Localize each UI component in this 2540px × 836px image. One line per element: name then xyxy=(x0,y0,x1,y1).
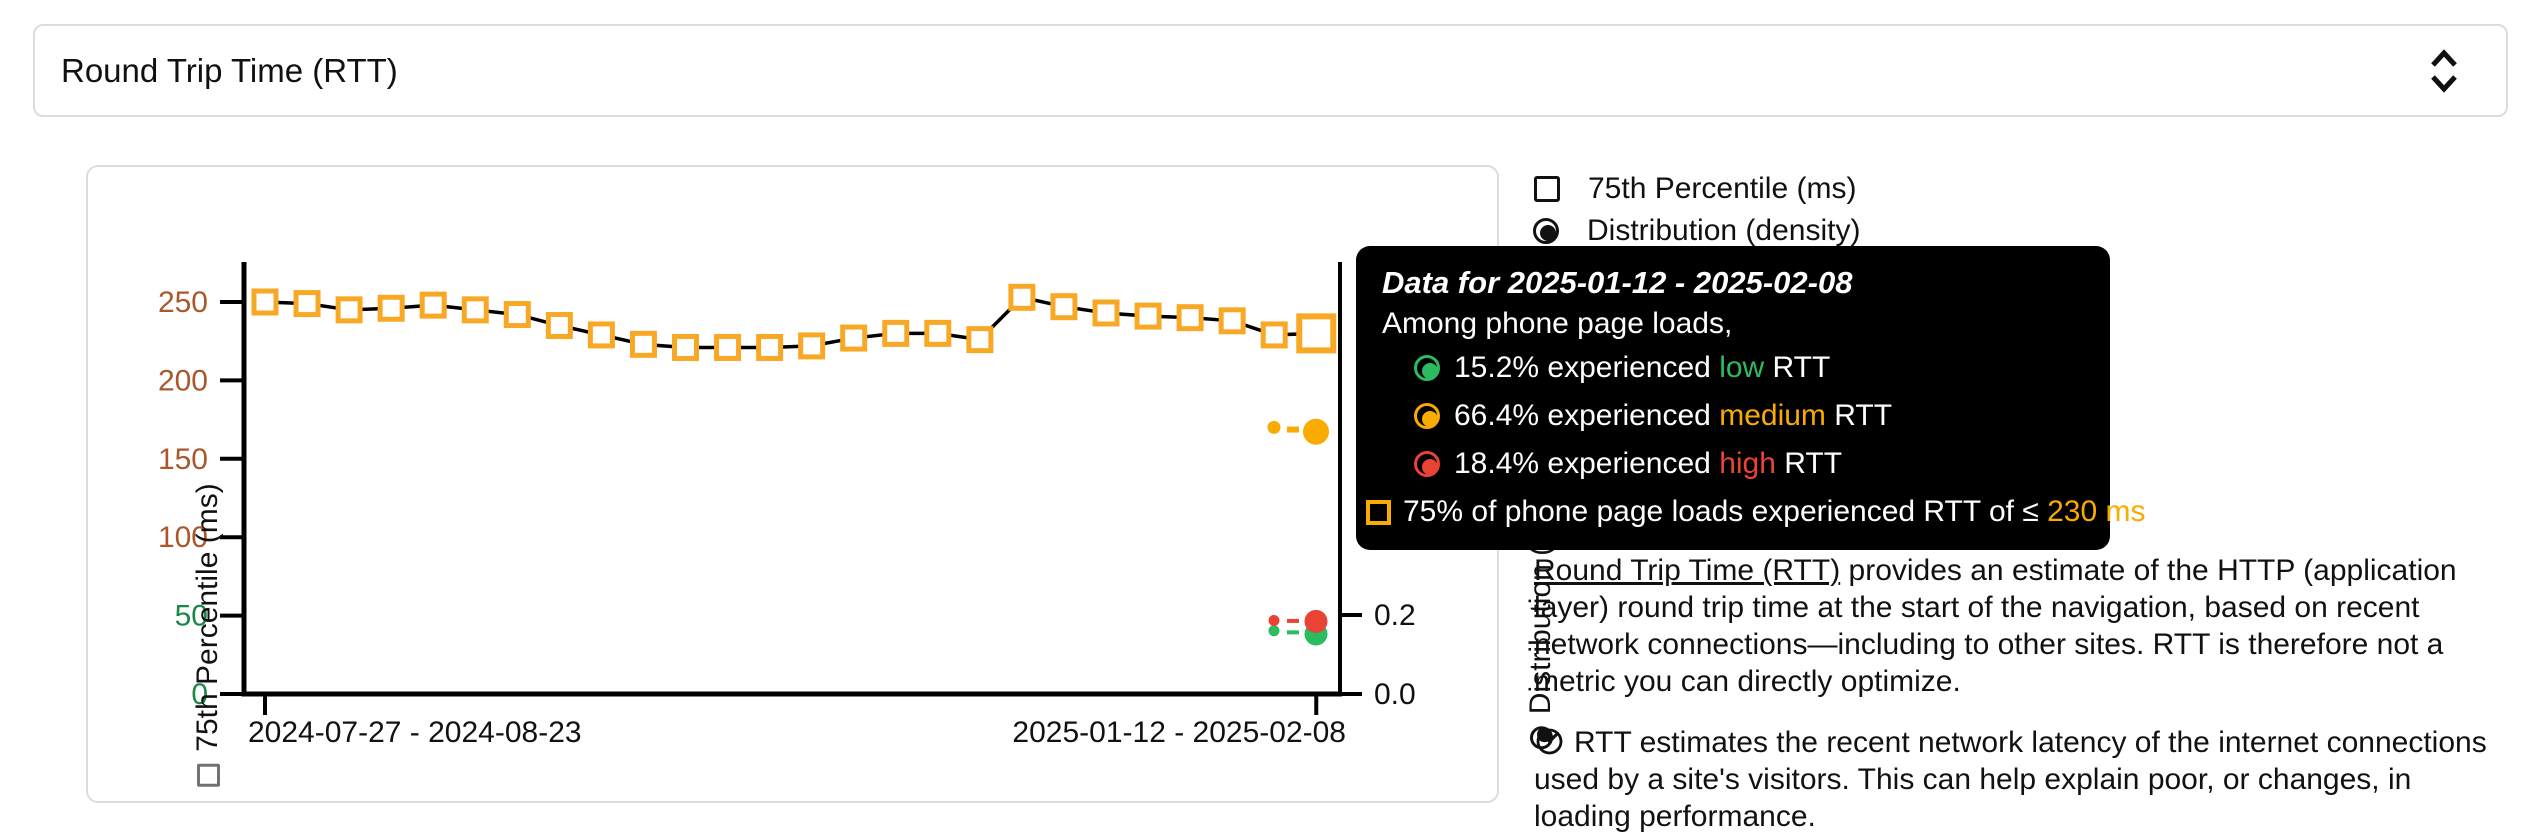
low-dot-icon xyxy=(1414,355,1440,381)
density-prev-dot-high[interactable] xyxy=(1268,615,1280,627)
data-point[interactable] xyxy=(503,301,531,329)
data-point[interactable] xyxy=(1134,302,1162,330)
data-point[interactable] xyxy=(966,326,994,354)
data-point[interactable] xyxy=(798,332,826,360)
data-point[interactable] xyxy=(545,312,573,340)
percentile-checkbox[interactable] xyxy=(1534,176,1560,202)
chart-card: 0 50 100 150 200 250 0.0 0.2 75th Percentile (m… xyxy=(86,165,1557,803)
y-tick-label: 250 xyxy=(158,286,208,319)
tooltip-row-low: 15.2% experienced low RTT xyxy=(1382,344,2084,392)
y-tick-label: 0 xyxy=(191,678,208,711)
y-tick-label: 150 xyxy=(158,443,208,476)
checkbox-glyph-icon xyxy=(196,763,220,787)
data-point[interactable] xyxy=(251,288,279,316)
tooltip-row-percentile: 75% of phone page loads experienced RTT … xyxy=(1366,488,2146,536)
rtt-doc-link[interactable]: Round Trip Time (RTT) xyxy=(1534,554,1841,587)
data-point[interactable] xyxy=(1050,293,1078,321)
data-point[interactable] xyxy=(293,290,321,318)
legend-item-75th-percentile[interactable]: 75th Percentile (ms) xyxy=(1534,168,1860,210)
description-paragraph-2: RTT estimates the recent network latency… xyxy=(1534,726,2487,833)
data-point[interactable] xyxy=(924,319,952,347)
rtt-chart: 0 50 100 150 200 250 0.0 0.2 xyxy=(158,262,1416,715)
data-point[interactable] xyxy=(587,321,615,349)
legend-item-distribution[interactable]: Distribution (density) xyxy=(1533,210,1861,252)
data-point[interactable] xyxy=(714,333,742,361)
data-point[interactable] xyxy=(377,294,405,322)
data-point[interactable] xyxy=(629,330,657,358)
density-prev-dot-medium[interactable] xyxy=(1267,420,1281,434)
data-point[interactable] xyxy=(1260,321,1288,349)
data-point[interactable] xyxy=(1218,307,1246,335)
density-tick-label: 0.2 xyxy=(1374,599,1416,632)
distribution-radio[interactable] xyxy=(1533,218,1559,244)
density-dot-medium[interactable] xyxy=(1303,418,1329,445)
tooltip-subtitle: Among phone page loads, xyxy=(1382,307,1733,340)
data-point[interactable] xyxy=(1092,299,1120,327)
data-point[interactable] xyxy=(1176,304,1204,332)
percentile-label: 75th Percentile (ms) xyxy=(1588,172,1857,205)
density-tick-label: 0.0 xyxy=(1374,678,1416,711)
data-point[interactable] xyxy=(840,324,868,352)
data-point[interactable] xyxy=(461,296,489,324)
data-point[interactable] xyxy=(335,296,363,324)
tooltip-row-medium: 66.4% experienced medium RTT xyxy=(1382,392,2084,440)
legend: 75th Percentile (ms) Distribution (densi… xyxy=(1533,168,1861,252)
data-point-selected[interactable] xyxy=(1296,313,1337,354)
y-tick-label: 50 xyxy=(175,600,208,633)
unfold-more-icon xyxy=(2431,48,2457,93)
tooltip-row-high: 18.4% experienced high RTT xyxy=(1382,440,2084,488)
density-dot-high[interactable] xyxy=(1304,609,1328,633)
gauge-icon xyxy=(1536,728,1563,755)
y-tick-label: 100 xyxy=(158,521,208,554)
y-tick-label: 200 xyxy=(158,364,208,397)
chart-tooltip: Data for 2025-01-12 - 2025-02-08 Among p… xyxy=(1356,246,2146,550)
data-point[interactable] xyxy=(756,333,784,361)
distribution-label: Distribution (density) xyxy=(1587,214,1861,247)
tooltip-title: Data for 2025-01-12 - 2025-02-08 xyxy=(1382,265,1853,300)
density-prev-dot-low[interactable] xyxy=(1268,625,1280,637)
data-point[interactable] xyxy=(882,319,910,347)
data-point[interactable] xyxy=(1008,283,1036,311)
medium-dot-icon xyxy=(1414,403,1440,429)
x-tick-label-first: 2024-07-27 - 2024-08-23 xyxy=(248,716,582,749)
description-paragraph-1: Round Trip Time (RTT) provides an estima… xyxy=(1534,554,2457,698)
metric-select-value: Round Trip Time (RTT) xyxy=(61,51,398,89)
metric-select[interactable]: Round Trip Time (RTT) xyxy=(33,24,2508,117)
y-axis-left-title: 75th Percentile (ms) xyxy=(191,483,225,787)
metric-description: Round Trip Time (RTT) provides an estima… xyxy=(1534,552,2509,836)
x-tick-label-last: 2025-01-12 - 2025-02-08 xyxy=(1012,716,1346,749)
percentile-square-icon xyxy=(1366,499,1391,525)
data-point[interactable] xyxy=(419,291,447,319)
data-point[interactable] xyxy=(672,333,699,361)
high-dot-icon xyxy=(1414,451,1440,477)
